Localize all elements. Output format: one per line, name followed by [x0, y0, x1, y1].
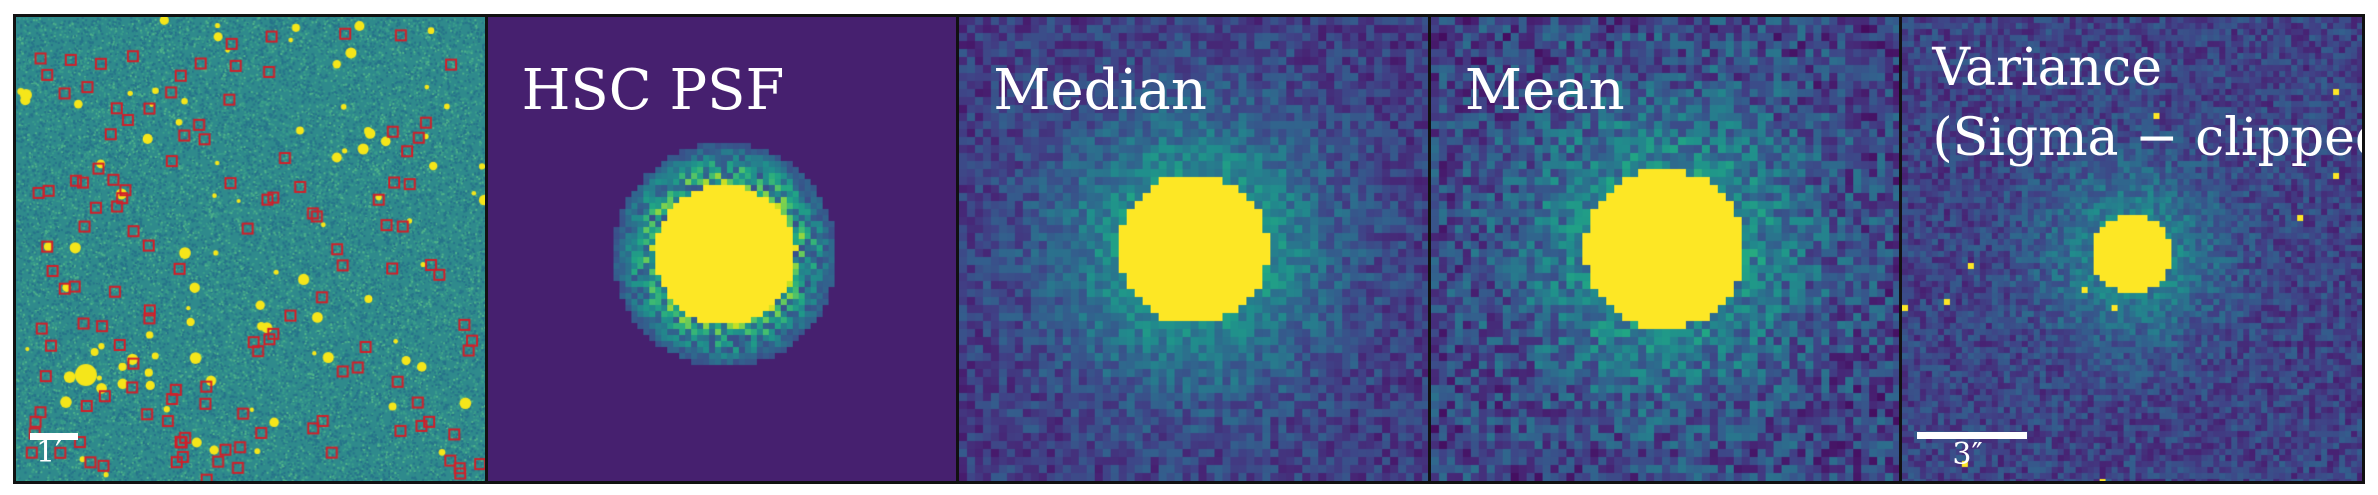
panel-title-hsc-psf: HSC PSF: [521, 58, 785, 123]
panel-median: Median: [959, 17, 1431, 481]
variance-stack-image: [1902, 17, 2362, 481]
star-field-image: [16, 17, 485, 481]
scale-bar-variance: [1917, 432, 2028, 439]
panel-mean: Mean: [1430, 17, 1903, 481]
median-stack-image: [959, 17, 1428, 481]
scale-bar-field: [30, 433, 78, 440]
panel-title-variance: Variance (Sigma − clipped): [1932, 38, 2362, 168]
scale-label-field: 1′: [36, 435, 62, 470]
figure-strip: 1′ HSC PSF Median Mean Variance (Sigma −…: [13, 14, 2365, 484]
hsc-psf-image: [487, 17, 957, 481]
panel-title-median: Median: [993, 58, 1207, 123]
mean-stack-image: [1430, 17, 1900, 481]
panel-title-mean: Mean: [1464, 58, 1625, 123]
panel-star-field: 1′: [16, 17, 488, 481]
scale-label-variance: 3″: [1952, 437, 1983, 472]
panel-hsc-psf: HSC PSF: [487, 17, 960, 481]
panel-variance: Variance (Sigma − clipped) 3″: [1902, 17, 2362, 481]
